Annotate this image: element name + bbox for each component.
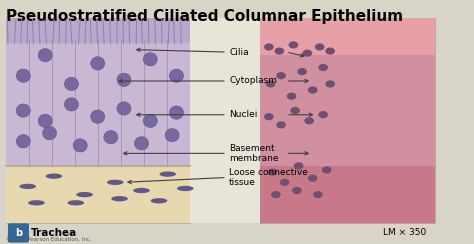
Ellipse shape [325,48,335,55]
Ellipse shape [117,102,131,115]
Text: LM × 350: LM × 350 [383,228,426,237]
Bar [260,55,435,166]
Ellipse shape [19,184,36,189]
Ellipse shape [266,80,275,88]
Bar [6,39,190,166]
Ellipse shape [308,86,318,94]
Bar [6,166,190,223]
Ellipse shape [276,72,286,79]
Ellipse shape [46,173,62,179]
Ellipse shape [64,98,78,111]
Ellipse shape [104,131,118,144]
Text: Nuclei: Nuclei [229,110,257,119]
Ellipse shape [107,180,124,185]
Ellipse shape [280,179,290,186]
Ellipse shape [76,192,93,197]
Ellipse shape [294,162,303,170]
Ellipse shape [38,49,52,62]
Ellipse shape [64,77,78,91]
Ellipse shape [159,172,176,177]
Text: Loose connective
tissue: Loose connective tissue [229,168,308,187]
Ellipse shape [170,69,183,82]
Text: Cilia: Cilia [229,48,249,57]
Ellipse shape [67,200,84,205]
Ellipse shape [38,114,52,127]
Ellipse shape [325,80,335,88]
Ellipse shape [267,168,277,176]
Bar [190,18,260,223]
Ellipse shape [297,68,307,75]
Text: Trachea: Trachea [31,228,77,238]
Bar [260,18,435,223]
Ellipse shape [170,106,183,119]
Ellipse shape [271,191,281,198]
Ellipse shape [151,198,167,203]
Text: b: b [15,228,22,238]
Ellipse shape [287,92,296,100]
Ellipse shape [135,137,148,150]
Ellipse shape [264,113,273,120]
Ellipse shape [292,187,302,194]
Ellipse shape [289,41,298,49]
Bar [6,18,190,223]
Ellipse shape [304,117,314,124]
Ellipse shape [91,57,105,70]
Ellipse shape [276,121,286,129]
Bar [260,166,435,223]
Ellipse shape [16,104,30,117]
Ellipse shape [143,53,157,66]
Ellipse shape [313,191,323,198]
Ellipse shape [16,135,30,148]
Ellipse shape [302,50,312,57]
Ellipse shape [319,111,328,118]
Ellipse shape [111,196,128,201]
Ellipse shape [16,69,30,82]
Ellipse shape [73,139,87,152]
Bar [260,18,435,55]
Ellipse shape [28,200,45,205]
Ellipse shape [322,166,331,174]
Ellipse shape [264,43,273,51]
Ellipse shape [43,126,56,140]
Ellipse shape [91,110,105,123]
Ellipse shape [165,129,179,142]
Ellipse shape [308,175,318,182]
Ellipse shape [117,73,131,86]
Ellipse shape [133,188,150,193]
Ellipse shape [319,64,328,71]
Ellipse shape [315,43,325,51]
Ellipse shape [274,48,284,55]
Bar [6,18,190,43]
Text: Pseudostratified Ciliated Columnar Epithelium: Pseudostratified Ciliated Columnar Epith… [6,9,403,24]
Ellipse shape [177,186,193,191]
Text: Cytoplasm: Cytoplasm [229,76,277,85]
Text: ©2015 Pearson Education, Inc.: ©2015 Pearson Education, Inc. [6,237,91,242]
Ellipse shape [143,114,157,127]
Ellipse shape [290,107,300,114]
Text: Basement
membrane: Basement membrane [229,144,279,163]
FancyBboxPatch shape [8,223,29,243]
